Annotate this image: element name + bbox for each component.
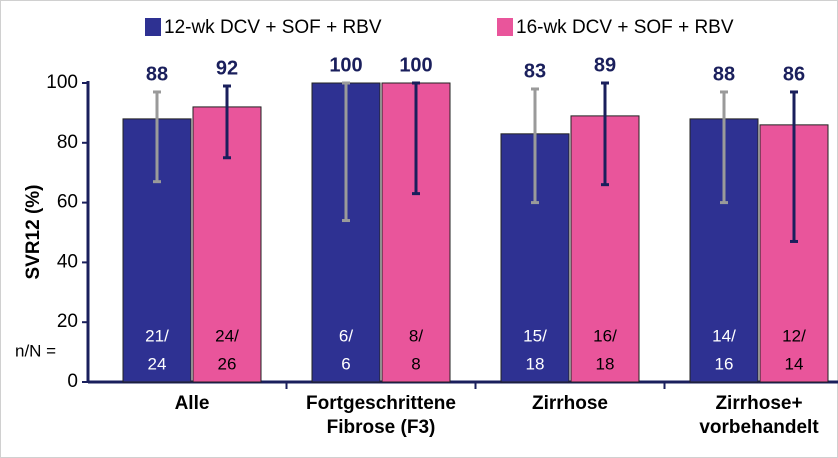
- n-label: 8: [411, 354, 420, 373]
- x-tick-label: Zirrhose+ vorbehandelt: [699, 393, 819, 438]
- n-label: 21/: [145, 326, 169, 345]
- value-label: 86: [783, 63, 805, 85]
- legend-label: 12-wk DCV + SOF + RBV: [164, 17, 382, 38]
- n-label: 18: [596, 354, 615, 373]
- error-bar: [720, 90, 728, 205]
- error-bar: [342, 81, 350, 223]
- value-label: 88: [146, 63, 168, 85]
- error-bar: [790, 90, 798, 243]
- value-label: 100: [399, 54, 432, 76]
- legend-swatch: [145, 18, 161, 36]
- value-label: 83: [524, 60, 546, 82]
- error-bar: [531, 87, 539, 205]
- n-label: 24: [148, 354, 167, 373]
- legend-swatch: [497, 18, 513, 36]
- error-bar: [601, 81, 609, 187]
- value-label: 100: [329, 54, 362, 76]
- legend-label: 16-wk DCV + SOF + RBV: [516, 17, 734, 38]
- n-label: 6: [341, 354, 350, 373]
- x-tick-label: Alle: [174, 393, 210, 414]
- value-label: 89: [594, 54, 616, 76]
- x-tick-label: Fortgeschrittene Fibrose (F3): [306, 393, 456, 438]
- value-label: 88: [713, 63, 735, 85]
- error-bar: [223, 84, 231, 160]
- error-bar: [412, 81, 420, 196]
- n-label: 6/: [339, 326, 353, 345]
- error-bar: [153, 90, 161, 184]
- n-annotation: n/N =: [15, 341, 56, 360]
- n-label: 14: [785, 354, 804, 373]
- y-tick-label: 0: [67, 371, 78, 392]
- y-tick-label: 100: [46, 72, 78, 93]
- n-label: 18: [526, 354, 545, 373]
- y-axis-label: SVR12 (%): [23, 184, 44, 279]
- y-tick-label: 60: [57, 192, 78, 213]
- n-label: 16: [715, 354, 734, 373]
- x-tick-label: Zirrhose: [531, 393, 609, 414]
- n-label: 12/: [782, 326, 806, 345]
- y-tick-label: 40: [57, 251, 78, 272]
- n-label: 16/: [593, 326, 617, 345]
- value-label: 92: [216, 57, 238, 79]
- y-tick-label: 20: [57, 311, 78, 332]
- y-tick-label: 80: [57, 132, 78, 153]
- n-label: 26: [218, 354, 237, 373]
- n-label: 14/: [712, 326, 736, 345]
- n-label: 15/: [523, 326, 547, 345]
- n-label: 8/: [409, 326, 423, 345]
- n-label: 24/: [215, 326, 239, 345]
